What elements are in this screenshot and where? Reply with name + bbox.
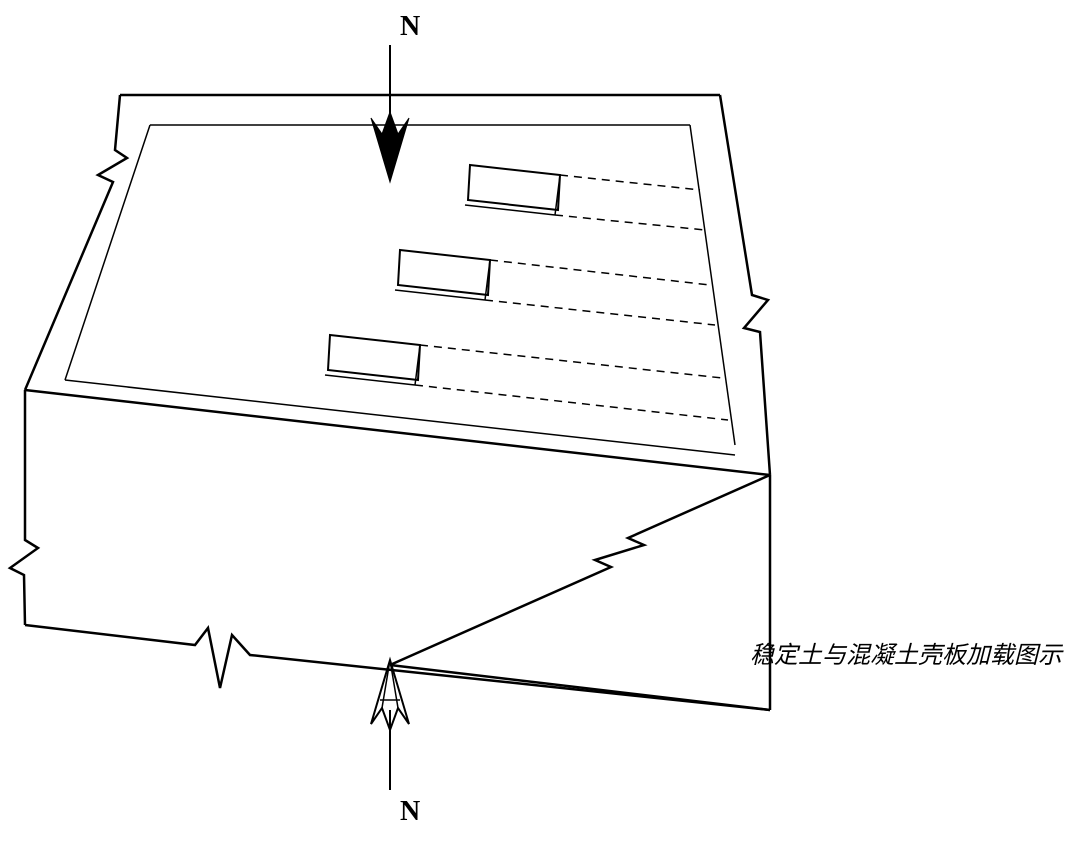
label-bottom-n: N: [400, 796, 420, 827]
label-top-n: N: [400, 11, 420, 42]
top-load-arrow: [371, 45, 409, 182]
block-outline: [10, 95, 770, 710]
bottom-load-arrow: [371, 660, 409, 790]
loading-diagram: N N: [0, 0, 1086, 841]
diagram-caption: 稳定土与混凝土壳板加载图示: [750, 635, 1062, 670]
